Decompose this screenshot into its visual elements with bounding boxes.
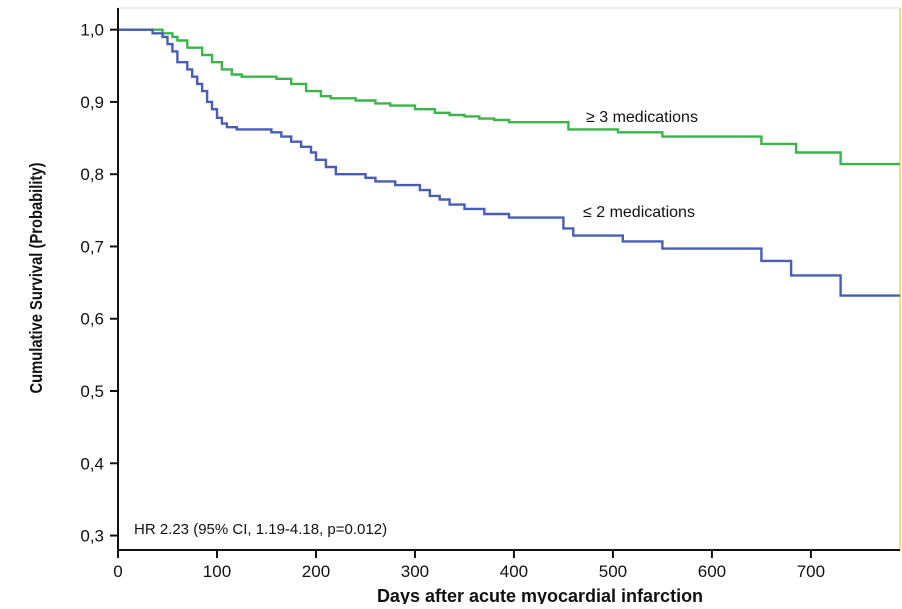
- y-tick-label: 1,0: [80, 21, 104, 40]
- axes-layer: 0,3 0,4 0,5 0,6 0,7 0,8 0,9 1,0 0 100 200 300 400 500…: [80, 8, 900, 581]
- x-tick-label: 0: [113, 562, 122, 581]
- series-layer: [118, 28, 900, 297]
- x-tick-label: 100: [203, 562, 231, 581]
- x-tick-label: 300: [401, 562, 429, 581]
- series-label-3plus: ≥ 3 medications: [586, 109, 698, 126]
- y-tick-label: 0,4: [80, 454, 104, 473]
- y-tick-label: 0,5: [80, 382, 104, 401]
- x-tick-label: 500: [599, 562, 627, 581]
- y-tick-label: 0,6: [80, 310, 104, 329]
- y-tick-label: 0,8: [80, 165, 104, 184]
- x-tick-label: 200: [302, 562, 330, 581]
- x-tick-label: 600: [698, 562, 726, 581]
- hazard-ratio-annotation: HR 2.23 (95% CI, 1.19-4.18, p=0.012): [134, 521, 387, 538]
- x-tick-label: 400: [500, 562, 528, 581]
- y-tick-label: 0,9: [80, 93, 104, 112]
- series-line-3plus-medications: [118, 28, 900, 166]
- y-axis-title: Cumulative Survival (Probability): [27, 163, 47, 394]
- plot-background: [118, 8, 902, 550]
- series-line-2orless-medications: [118, 28, 900, 297]
- y-tick-label: 0,3: [80, 527, 104, 546]
- x-tick-label: 700: [797, 562, 825, 581]
- y-tick-label: 0,7: [80, 237, 104, 256]
- series-label-2orless: ≤ 2 medications: [583, 204, 695, 221]
- x-axis-title: Days after acute myocardial infarction: [377, 586, 703, 604]
